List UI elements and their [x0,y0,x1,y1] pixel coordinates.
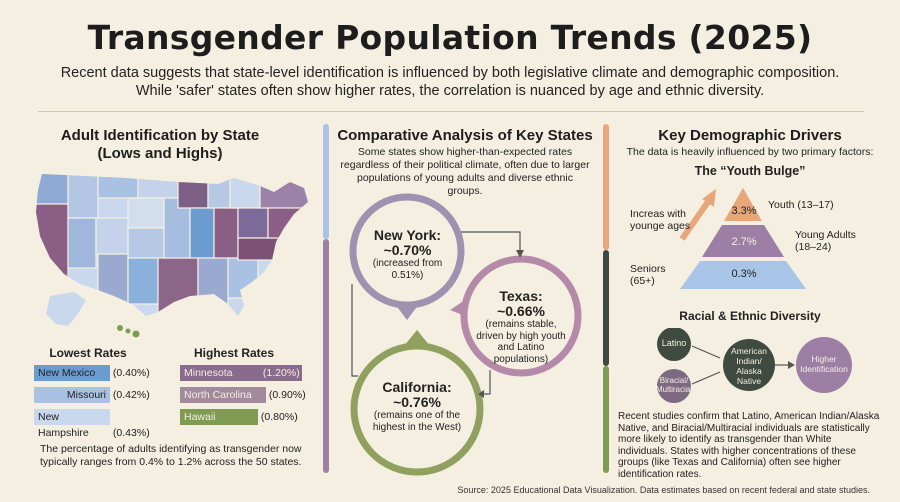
separator-bar [603,124,609,250]
california-note: (remains one of the highest in the West) [372,410,462,433]
rate-value: (0.43%) [112,427,150,439]
texas-note: (remains stable, driven by high youth an… [476,319,566,365]
rate-value: (0.40%) [112,367,150,379]
rate-value: (0.90%) [268,389,306,401]
pyramid-youth-value: 3.3% [731,205,757,217]
page-subtitle: Recent data suggests that state-level id… [60,65,840,99]
node-higher-identification: Higher Identification [800,354,848,374]
alaska-shape [46,292,86,326]
pyramid-arrow-label: Increas with younge ages [630,208,691,232]
pyramid-young-adults-value: 2.7% [731,236,757,248]
separator-bar [323,239,329,473]
rate-value: (1.20%) [262,367,300,379]
highest-rate-row: Hawaii (0.80%) [180,409,306,425]
rate-value: (0.80%) [260,411,298,423]
california-name: California: [382,379,452,395]
new-york-note: (increased from 0.51%) [372,258,443,281]
key-states-diagram [349,193,582,476]
right-intro: The data is heavily influenced by two pr… [626,146,874,158]
california-card: California: ~0.76% (remains one of the h… [371,380,463,433]
highest-rate-row: North Carolina (0.90%) [180,387,306,403]
state-label: New Hampshire [34,409,110,439]
separator-bar [603,366,609,473]
new-york-card: New York: ~0.70% (increased from 0.51%) [360,228,455,281]
node-latino: Latino [661,338,687,348]
middle-column-title: Comparative Analysis of Key States [337,127,593,144]
highest-rates-heading: Highest Rates [193,346,275,360]
texas-card: Texas: ~0.66% (remains stable, driven by… [476,289,566,365]
node-biracial: Biracial/ Multiracial [656,376,693,394]
pyramid-young-adults-label: Young Adults (18–24) [795,229,856,253]
diversity-diagram [657,328,852,403]
diversity-title: Racial & Ethnic Diversity [679,309,821,323]
page-title: Transgender Population Trends (2025) [87,18,813,57]
highest-rate-row: Minnesota (1.20%) [180,365,302,381]
left-note: The percentage of adults identifying as … [40,443,302,468]
highest-rates-list: Minnesota (1.20%) North Carolina (0.90%)… [180,365,306,425]
rate-value: (0.42%) [112,389,150,401]
new-york-name: New York: [373,227,442,243]
separator-bar [603,250,609,366]
lowest-rates-list: New Mexico (0.40%) Missouri (0.42%) New … [34,365,150,439]
left-column-title: Adult Identification by State (Lows and … [60,127,260,162]
state-label: Minnesota [184,367,233,379]
header-divider [38,111,864,112]
middle-intro: Some states show higher-than-expected ra… [340,146,590,197]
pyramid-seniors-label: Seniors (65+) [630,263,666,287]
right-note: Recent studies confirm that Latino, Amer… [618,411,880,480]
lowest-rates-heading: Lowest Rates [49,346,127,360]
texas-rate: ~0.66% [497,303,545,319]
state-label: New Mexico [34,365,110,381]
texas-name: Texas: [499,288,543,304]
state-label: Hawaii [180,409,258,425]
new-york-rate: ~0.70% [383,242,432,258]
lowest-rate-row: Missouri (0.42%) [34,387,150,403]
right-column-title: Key Demographic Drivers [658,127,842,144]
lowest-rate-row: New Mexico (0.40%) [34,365,150,381]
lowest-rate-row: New Hampshire (0.43%) [34,409,150,439]
california-rate: ~0.76% [393,394,441,410]
age-pyramid [679,188,806,289]
us-map [36,174,308,338]
separator-bar [323,124,329,239]
source-note: Source: 2025 Educational Data Visualizat… [457,485,870,495]
youth-bulge-title: The “Youth Bulge” [694,164,806,178]
pyramid-youth-label: Youth (13–17) [768,199,834,211]
state-label: Missouri [34,387,110,403]
pyramid-seniors-value: 0.3% [731,268,757,280]
node-aian: American Indian/ Alaska Native [731,346,767,386]
state-label: North Carolina [180,387,266,403]
